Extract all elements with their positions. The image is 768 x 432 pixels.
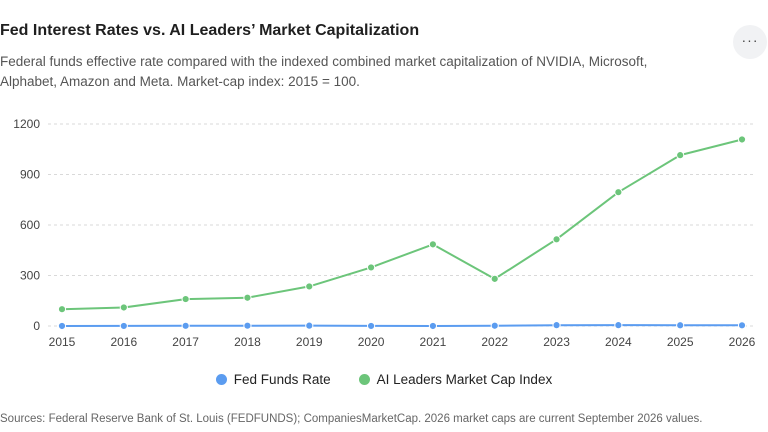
x-tick-label-2024: 2024 — [605, 335, 632, 349]
data-point-ai-leaders-index-2021 — [428, 240, 438, 249]
series-line-fed-funds-rate — [61, 324, 743, 327]
x-tick-label-2021: 2021 — [420, 335, 447, 349]
data-point-fed-funds-rate-2023 — [552, 321, 561, 330]
x-tick-label-2023: 2023 — [543, 335, 570, 349]
data-point-ai-leaders-index-2019 — [305, 282, 314, 291]
legend-swatch-fed — [215, 374, 227, 385]
data-point-ai-leaders-index-2025 — [676, 151, 685, 160]
x-tick-label-2022: 2022 — [481, 335, 508, 349]
data-point-fed-funds-rate-2026 — [737, 321, 747, 330]
more-options-icon: ··· — [741, 32, 759, 48]
x-tick-label-2026: 2026 — [729, 335, 756, 349]
data-point-fed-funds-rate-2016 — [119, 321, 128, 331]
chart-title: Fed Interest Rates vs. AI Leaders’ Marke… — [0, 22, 420, 39]
series-line-ai-leaders-index — [61, 138, 743, 311]
data-point-ai-leaders-index-2020 — [366, 263, 376, 272]
source-note: Sources: Federal Reserve Bank of St. Lou… — [0, 413, 703, 425]
y-tick-label-0: 0 — [33, 319, 40, 333]
legend-label-fed: Fed Funds Rate — [233, 372, 331, 387]
x-tick-label-2025: 2025 — [667, 335, 694, 349]
data-point-fed-funds-rate-2025 — [676, 321, 685, 330]
legend-label-ai: AI Leaders Market Cap Index — [376, 372, 553, 387]
x-tick-label-2018: 2018 — [234, 335, 261, 349]
data-point-fed-funds-rate-2024 — [614, 321, 623, 330]
more-options-button[interactable]: ··· — [733, 25, 767, 59]
data-point-ai-leaders-index-2015 — [57, 305, 67, 314]
y-tick-label-1200: 1200 — [13, 117, 40, 131]
data-point-fed-funds-rate-2015 — [57, 321, 67, 331]
y-tick-label-300: 300 — [20, 269, 40, 283]
data-point-ai-leaders-index-2023 — [552, 235, 561, 244]
x-tick-label-2015: 2015 — [49, 335, 76, 349]
y-tick-label-600: 600 — [20, 218, 40, 232]
line-chart: 0 300 600 900 1200 2015 2016 2017 2018 2019 2020 20… — [13, 117, 756, 349]
x-tick-label-2020: 2020 — [358, 335, 385, 349]
legend-swatch-ai — [358, 374, 370, 385]
legend-item-ai-leaders[interactable]: AI Leaders Market Cap Index — [358, 372, 553, 387]
data-point-ai-leaders-index-2016 — [119, 303, 128, 312]
x-tick-label-2017: 2017 — [172, 335, 199, 349]
x-tick-label-2016: 2016 — [110, 335, 137, 349]
legend-item-fed-funds-rate[interactable]: Fed Funds Rate — [215, 372, 331, 387]
data-point-fed-funds-rate-2017 — [181, 321, 190, 330]
data-point-fed-funds-rate-2022 — [490, 321, 499, 330]
chart-subtitle: Federal funds effective rate compared wi… — [0, 54, 648, 89]
data-point-ai-leaders-index-2022 — [490, 274, 499, 283]
data-point-fed-funds-rate-2020 — [366, 321, 376, 331]
data-point-fed-funds-rate-2018 — [243, 321, 252, 330]
data-point-ai-leaders-index-2017 — [181, 294, 190, 304]
data-point-ai-leaders-index-2026 — [737, 135, 747, 144]
data-point-ai-leaders-index-2018 — [243, 293, 252, 302]
data-point-fed-funds-rate-2021 — [428, 321, 438, 331]
data-point-fed-funds-rate-2019 — [305, 321, 314, 330]
data-point-ai-leaders-index-2024 — [614, 188, 623, 197]
chart-legend: Fed Funds Rate AI Leaders Market Cap Ind… — [0, 372, 768, 387]
y-tick-label-900: 900 — [20, 168, 40, 182]
x-tick-label-2019: 2019 — [296, 335, 323, 349]
